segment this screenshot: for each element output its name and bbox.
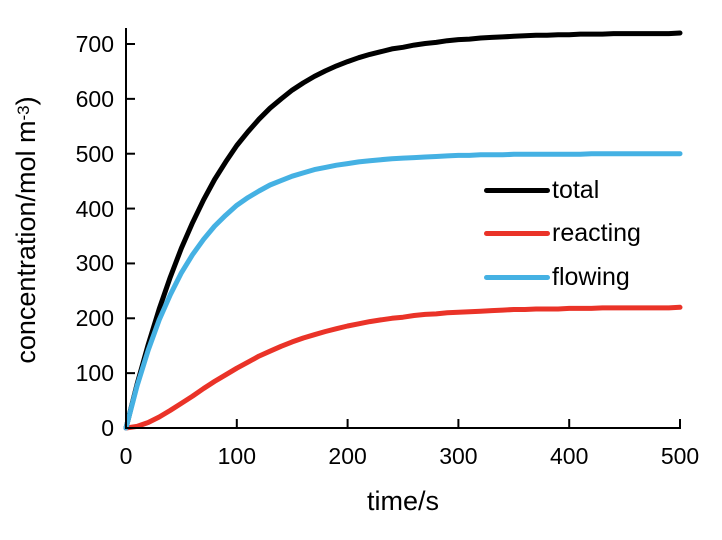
x-tick-label: 200 (328, 443, 367, 469)
y-tick-label: 200 (75, 305, 114, 332)
y-tick-label: 500 (75, 140, 114, 167)
legend-line-total (484, 187, 550, 193)
x-tick-label: 100 (217, 443, 256, 469)
y-tick-label: 100 (75, 360, 114, 387)
legend-item-total: total (484, 175, 599, 205)
curve-flowing (123, 151, 683, 431)
x-tick-label: 400 (550, 443, 589, 469)
legend-item-reacting: reacting (484, 218, 641, 248)
y-tick-label: 600 (75, 85, 114, 112)
legend-item-flowing: flowing (484, 262, 630, 292)
legend-label-total: total (552, 176, 600, 204)
x-axis-title: time/s (366, 486, 439, 516)
y-tick-label: 0 (101, 415, 114, 441)
y-tick-label: 300 (75, 250, 114, 277)
y-axis-title-text: concentration/mol m (10, 120, 41, 364)
x-tick-label: 0 (119, 443, 133, 469)
legend-line-flowing (484, 274, 550, 280)
y-tick-label: 700 (75, 31, 114, 57)
curve-total (123, 30, 683, 431)
legend-line-reacting (484, 230, 550, 236)
legend-label-reacting: reacting (552, 219, 641, 247)
curve-reacting (123, 304, 683, 431)
x-tick-label: 500 (660, 443, 700, 469)
y-tick-label: 400 (75, 195, 114, 222)
legend-label-flowing: flowing (552, 263, 630, 291)
y-axis-title-suffix: ) (10, 96, 41, 106)
x-tick-label: 300 (439, 443, 478, 469)
y-axis-title: concentration/mol m -3) (10, 96, 41, 364)
